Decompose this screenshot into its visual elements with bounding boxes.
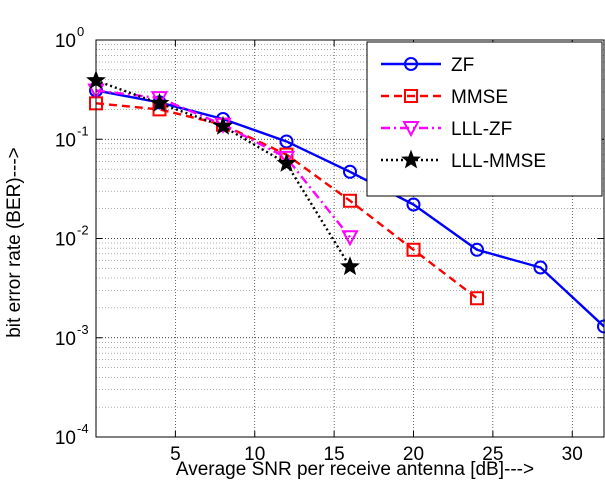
data-point-lll-mmse bbox=[276, 153, 297, 172]
legend-item-zf: ZF bbox=[381, 55, 474, 76]
legend-item-lll-mmse: LLL-MMSE bbox=[381, 149, 546, 172]
y-tick-exponent: 0 bbox=[77, 24, 84, 39]
x-tick-label: 20 bbox=[403, 444, 424, 465]
y-tick-exponent: -1 bbox=[77, 123, 89, 138]
y-axis-label: bit error rate (BER)---> bbox=[4, 147, 25, 338]
data-point-lll-zf bbox=[341, 230, 359, 247]
x-tick-label: 5 bbox=[170, 444, 181, 465]
legend-label-lll-mmse: LLL-MMSE bbox=[451, 151, 546, 172]
data-point-mmse bbox=[470, 291, 484, 306]
y-tick-label: 10 bbox=[55, 428, 76, 449]
data-point-lll-mmse bbox=[213, 115, 233, 135]
y-tick-label: 10 bbox=[55, 230, 76, 251]
y-tick-exponent: -2 bbox=[77, 223, 89, 238]
legend-label-zf: ZF bbox=[451, 55, 474, 76]
legend-label-lll-zf: LLL-ZF bbox=[451, 119, 512, 140]
y-tick-exponent: -3 bbox=[77, 322, 89, 337]
series-line-zf bbox=[95, 89, 605, 328]
y-tick-exponent: -4 bbox=[77, 421, 89, 436]
series-line-lll-zf bbox=[95, 89, 351, 238]
data-point-zf bbox=[470, 242, 484, 257]
data-point-lll-zf bbox=[277, 150, 296, 167]
plot-frame bbox=[95, 39, 605, 438]
x-tick-label: 25 bbox=[482, 444, 503, 465]
legend-item-lll-zf: LLL-ZF bbox=[381, 119, 512, 140]
data-point-mmse bbox=[343, 193, 357, 208]
legend-marker-zf bbox=[404, 57, 418, 71]
x-axis-label: Average SNR per receive antenna [dB]---> bbox=[176, 459, 534, 480]
legend-item-mmse: MMSE bbox=[381, 87, 508, 108]
data-point-zf bbox=[279, 134, 294, 149]
y-tick-label: 10 bbox=[55, 130, 76, 151]
legend-label-mmse: MMSE bbox=[451, 87, 508, 108]
data-point-lll-mmse bbox=[340, 256, 360, 276]
legend-marker-lll-mmse bbox=[401, 149, 421, 169]
x-tick-label: 15 bbox=[324, 444, 345, 465]
x-tick-label: 30 bbox=[562, 444, 583, 465]
data-point-zf bbox=[343, 164, 357, 179]
legend-marker-lll-zf bbox=[402, 121, 420, 138]
data-point-zf bbox=[533, 260, 548, 275]
series-layer bbox=[86, 70, 605, 334]
data-point-mmse bbox=[406, 242, 421, 257]
data-point-lll-mmse bbox=[149, 92, 170, 112]
legend-marker-mmse bbox=[404, 89, 418, 103]
x-tick-label: 10 bbox=[244, 444, 265, 465]
data-point-lll-zf bbox=[150, 91, 169, 108]
y-tick-label: 10 bbox=[55, 31, 76, 52]
legend: ZF MMSE LLL-ZF LLL-MMSE bbox=[366, 41, 603, 197]
y-tick-label: 10 bbox=[55, 329, 76, 350]
data-point-zf bbox=[406, 197, 421, 212]
